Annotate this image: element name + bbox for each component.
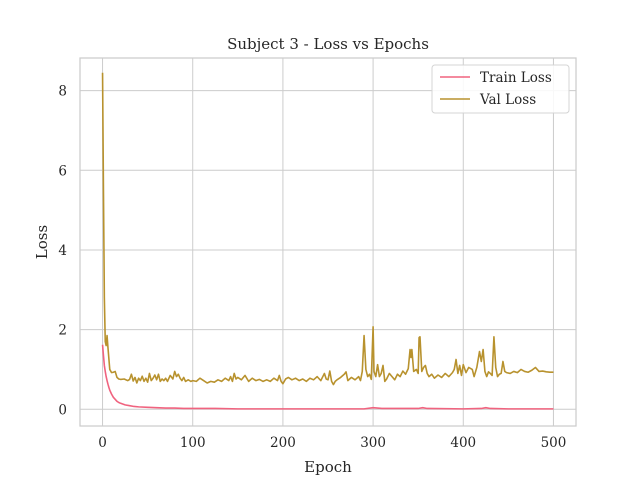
legend: Train Loss Val Loss xyxy=(431,64,570,114)
x-tick-label: 100 xyxy=(180,435,206,451)
series-line-train-loss xyxy=(101,344,554,410)
y-tick-label: 0 xyxy=(58,402,67,418)
series-lines xyxy=(101,72,554,410)
x-tick-label: 500 xyxy=(541,435,567,451)
legend-label-train-loss: Train Loss xyxy=(480,70,552,86)
y-tick-label: 6 xyxy=(58,163,67,179)
y-tick-label: 4 xyxy=(58,243,67,259)
x-tick-label: 300 xyxy=(360,435,386,451)
legend-label-val-loss: Val Loss xyxy=(479,92,536,108)
y-axis-label: Loss xyxy=(33,225,51,259)
x-tick-label: 0 xyxy=(98,435,107,451)
chart-title: Subject 3 - Loss vs Epochs xyxy=(227,35,429,53)
x-tick-label: 200 xyxy=(270,435,296,451)
y-tick-label: 2 xyxy=(58,323,67,339)
series-line-val-loss xyxy=(101,72,554,386)
x-axis-label: Epoch xyxy=(304,458,352,476)
grid xyxy=(80,58,576,426)
x-tick-label: 400 xyxy=(450,435,476,451)
y-tick-label: 8 xyxy=(58,84,67,100)
x-tick-labels: 0 100 200 300 400 500 xyxy=(98,435,566,451)
y-tick-labels: 0 2 4 6 8 xyxy=(58,84,67,419)
plot-frame xyxy=(79,57,577,427)
